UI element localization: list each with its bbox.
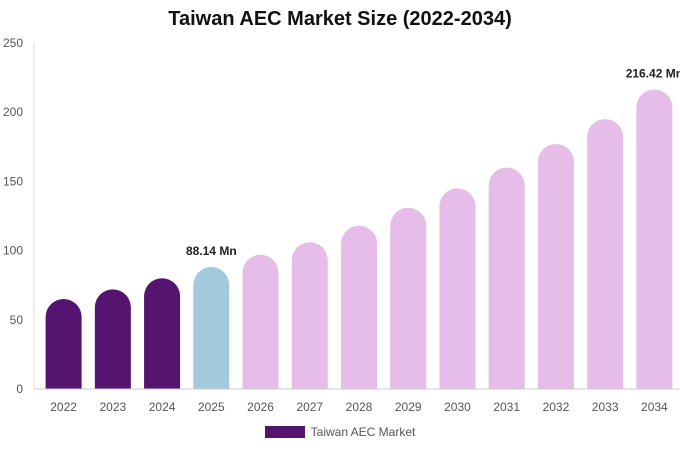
bars (45, 89, 673, 389)
data-label-2025: 88.14 Mn (186, 244, 237, 258)
bar-2026 (242, 254, 279, 389)
data-label-2034: 216.42 Mn (626, 66, 680, 80)
bar-2032 (537, 144, 574, 389)
bar-2034 (636, 89, 673, 389)
y-tick-label: 0 (16, 382, 23, 396)
x-axis: 2022 2023 2024 2025 2026 2027 2028 2029 2030 2031… (34, 388, 680, 414)
x-tick-label: 2026 (247, 400, 274, 414)
bar-2027 (291, 242, 328, 389)
y-tick-label: 200 (3, 105, 23, 119)
bar-2025 (193, 267, 230, 389)
x-tick-label: 2027 (296, 400, 323, 414)
x-tick-label: 2022 (50, 400, 77, 414)
x-tick-label: 2034 (641, 400, 668, 414)
legend: Taiwan AEC Market (0, 425, 680, 439)
bar-2030 (439, 188, 476, 389)
x-tick-label: 2033 (592, 400, 619, 414)
y-tick-label: 100 (3, 244, 23, 258)
x-tick-label: 2029 (395, 400, 422, 414)
bar-2031 (488, 167, 525, 389)
bar-2023 (94, 289, 131, 389)
bar-2024 (144, 278, 181, 389)
data-labels: 88.14 Mn 216.42 Mn (186, 66, 680, 258)
x-tick-label: 2030 (444, 400, 471, 414)
bar-2028 (341, 225, 377, 389)
bar-2029 (390, 207, 427, 389)
chart-title: Taiwan AEC Market Size (2022-2034) (168, 8, 512, 30)
x-tick-label: 2032 (543, 400, 570, 414)
x-tick-label: 2024 (149, 400, 176, 414)
bar-2033 (587, 119, 624, 389)
y-axis: 0 50 100 150 200 250 (3, 36, 35, 396)
bar-2022 (45, 299, 82, 389)
x-tick-label: 2025 (198, 400, 225, 414)
y-tick-label: 150 (3, 174, 23, 188)
x-tick-label: 2028 (346, 400, 373, 414)
y-tick-label: 50 (10, 313, 24, 327)
legend-label: Taiwan AEC Market (310, 425, 416, 439)
x-tick-label: 2031 (493, 400, 520, 414)
y-tick-label: 250 (3, 36, 23, 50)
legend-swatch (264, 426, 305, 438)
x-tick-label: 2023 (99, 400, 126, 414)
